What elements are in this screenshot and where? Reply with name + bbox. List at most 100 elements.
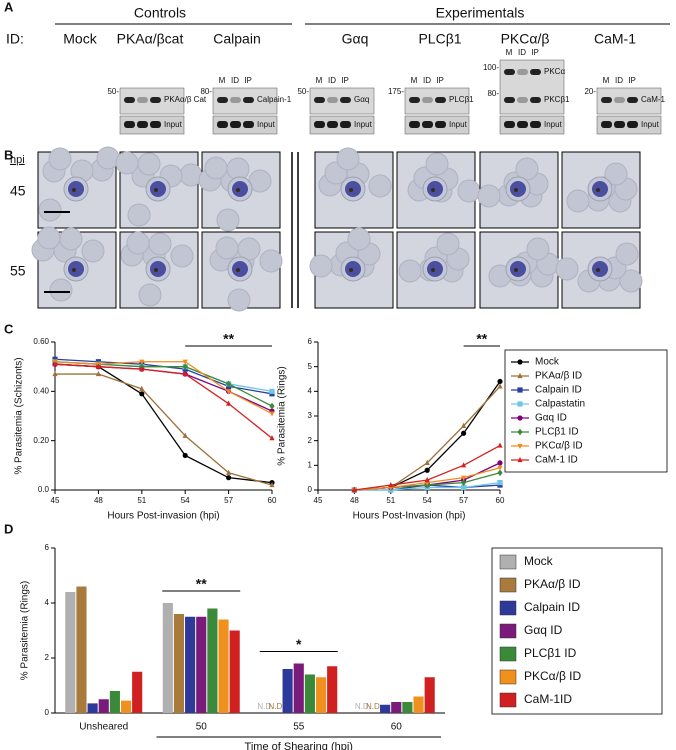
data-point	[182, 359, 188, 365]
lane-label: M	[506, 48, 513, 57]
blot-band	[422, 97, 433, 103]
red-cell	[259, 249, 283, 273]
bar	[76, 586, 87, 713]
bar	[87, 703, 98, 713]
bar	[315, 677, 327, 713]
target-label: CaM-1	[641, 95, 666, 104]
lane-label: ID	[231, 76, 239, 85]
bar	[402, 702, 413, 713]
hemozoin	[236, 188, 240, 192]
data-point	[226, 389, 232, 395]
bar	[218, 619, 229, 713]
blot-band	[243, 97, 254, 103]
blot-band	[137, 97, 148, 103]
parasite	[232, 261, 248, 277]
target-label: PKAα/β Cat	[164, 95, 207, 104]
value-label: N.D.	[366, 702, 382, 711]
x-axis-label: Hours Post-invasion (hpi)	[107, 511, 219, 522]
blot-band	[217, 97, 228, 103]
legend-label: PKAα/β ID	[524, 577, 581, 591]
y-tick-label: 0	[308, 485, 313, 494]
data-point	[182, 363, 188, 371]
bar	[98, 699, 109, 713]
data-point	[461, 430, 467, 436]
blot-band	[230, 97, 241, 103]
data-point	[226, 400, 232, 406]
condition-label: PKCα/β	[501, 31, 550, 47]
x-tick-label: 45	[51, 496, 60, 505]
legend-marker	[517, 387, 523, 393]
target-label: PLCβ1	[449, 95, 474, 104]
red-cell	[566, 189, 590, 213]
red-cell	[48, 147, 72, 171]
parasite	[232, 181, 248, 197]
red-cell	[204, 156, 228, 180]
data-point	[182, 452, 188, 459]
legend-label: Gαq ID	[535, 413, 567, 424]
red-cell	[37, 226, 61, 250]
red-cell	[398, 259, 422, 283]
hemozoin	[154, 268, 158, 272]
data-point	[182, 370, 188, 377]
size-marker: 50-	[297, 87, 309, 96]
red-cell	[115, 151, 139, 175]
bar	[327, 666, 338, 713]
input-band	[137, 121, 148, 128]
data-point	[497, 460, 503, 466]
red-cell	[215, 236, 239, 260]
significance-label: **	[476, 331, 487, 347]
legend-label: CaM-1 ID	[535, 455, 578, 466]
red-cell	[526, 237, 550, 261]
blot-band	[327, 97, 338, 103]
red-cell	[604, 162, 628, 186]
data-point	[461, 422, 467, 428]
y-tick-label: 4	[45, 598, 50, 607]
bar	[424, 677, 435, 713]
red-cell	[96, 146, 120, 170]
hemozoin	[596, 268, 600, 272]
lane-label: ID	[615, 76, 623, 85]
x-tick-label: 54	[181, 496, 190, 505]
data-point	[269, 388, 275, 394]
input-band	[340, 121, 351, 128]
y-axis-label: % Parasitemia (Rings)	[277, 366, 288, 465]
data-point	[424, 467, 430, 473]
red-cell	[336, 147, 360, 171]
size-marker: 175-	[388, 87, 404, 96]
data-point	[226, 380, 232, 388]
x-tick-label: 55	[293, 722, 305, 733]
y-tick-label: 0.20	[33, 436, 49, 445]
data-point	[497, 442, 503, 448]
input-band	[601, 121, 612, 128]
y-tick-label: 1	[308, 460, 313, 469]
x-tick-label: 60	[496, 496, 505, 505]
x-tick-label: 48	[350, 496, 359, 505]
hemozoin	[431, 188, 435, 192]
red-cell	[457, 179, 481, 203]
data-point	[226, 475, 232, 481]
y-tick-label: 0	[45, 708, 50, 717]
lane-label: IP	[531, 48, 539, 57]
red-cell	[38, 198, 62, 222]
input-band	[530, 121, 541, 128]
red-cell	[555, 257, 579, 281]
bar	[196, 616, 207, 713]
legend-swatch	[499, 669, 517, 685]
series-line	[55, 373, 273, 486]
legend-marker	[517, 428, 523, 436]
x-tick-label: 57	[459, 496, 468, 505]
legend-label: Calpain ID	[524, 600, 580, 614]
input-band	[150, 121, 161, 128]
hemozoin	[431, 268, 435, 272]
legend-label: PKCα/β ID	[524, 669, 582, 683]
legend-marker	[517, 372, 523, 379]
bar	[109, 691, 120, 713]
hemozoin	[349, 188, 353, 192]
lane-label: M	[411, 76, 418, 85]
data-point	[139, 391, 145, 397]
red-cell	[368, 174, 392, 198]
red-cell	[148, 232, 172, 256]
red-cell	[227, 288, 251, 312]
x-tick-label: 57	[224, 496, 233, 505]
